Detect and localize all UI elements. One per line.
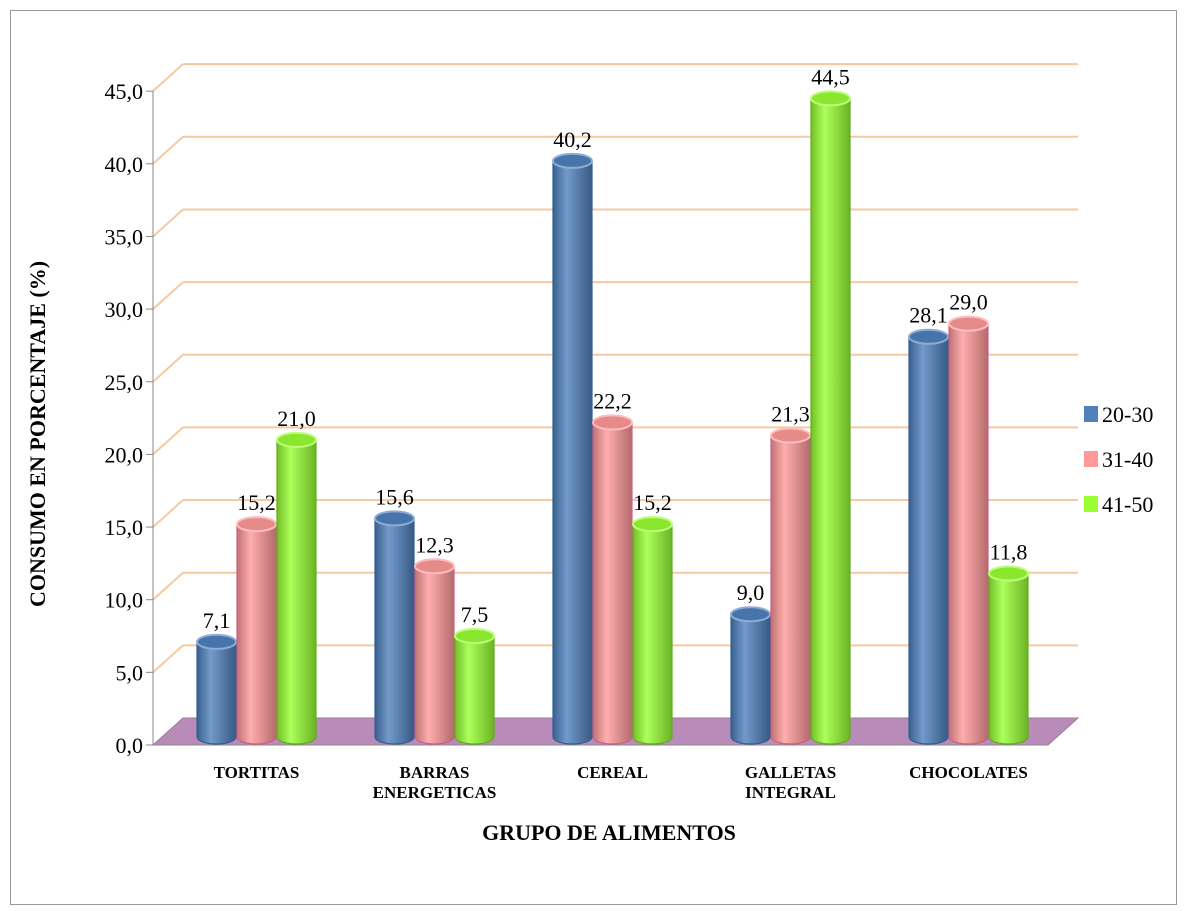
x-tick-label: GALLETAS INTEGRAL: [745, 763, 836, 802]
data-label: 21,3: [771, 402, 810, 427]
data-label: 11,8: [990, 540, 1028, 565]
bar-31-40-0: [236, 523, 277, 745]
bar-41-50-0: [276, 439, 317, 745]
bar-20-30-1: [374, 517, 415, 745]
gridline-depth: [152, 499, 184, 528]
bar-31-40-2: [592, 421, 633, 745]
data-label: 29,0: [949, 290, 988, 315]
bar-cap: [810, 90, 851, 107]
gridline-depth: [152, 354, 184, 383]
legend-swatch-31-40: [1084, 451, 1098, 467]
bar-cap: [454, 628, 495, 645]
bar-20-30-4: [908, 336, 949, 745]
x-tick-label: CEREAL: [577, 763, 648, 782]
y-tick-label: 30,0: [105, 297, 144, 322]
data-label: 22,2: [593, 388, 632, 413]
bar-cap: [632, 516, 673, 533]
data-label: 7,1: [203, 608, 231, 633]
bar-cap: [236, 516, 277, 533]
legend-swatch-41-50: [1084, 496, 1098, 512]
bar-cap: [908, 328, 949, 345]
bar-cap: [770, 427, 811, 444]
bar-41-50-3: [810, 97, 851, 745]
gridline-depth: [152, 136, 184, 165]
data-label: 40,2: [553, 127, 592, 152]
bar-20-30-0: [196, 641, 237, 745]
x-tick-label: BARRAS ENERGETICAS: [373, 763, 497, 802]
gridline-depth: [152, 281, 184, 310]
y-tick-label: 20,0: [105, 442, 144, 467]
bar-41-50-1: [454, 635, 495, 745]
y-tick-label: 10,0: [105, 588, 144, 613]
gridline-depth: [152, 644, 184, 674]
y-tick-label: 40,0: [105, 152, 144, 177]
bar-31-40-4: [948, 323, 989, 745]
x-tick-label: TORTITAS: [214, 763, 300, 782]
bar-cap: [414, 558, 455, 575]
data-label: 9,0: [737, 580, 765, 605]
bar-cap: [276, 431, 317, 448]
bar-cap: [552, 152, 593, 169]
data-label: 21,0: [277, 406, 316, 431]
gridline-depth: [152, 63, 184, 92]
legend-label: 20-30: [1102, 402, 1153, 427]
y-tick-label: 15,0: [105, 515, 144, 540]
y-tick-label: 25,0: [105, 370, 144, 395]
data-label: 15,2: [633, 490, 672, 515]
y-axis-title: CONSUMO EN PORCENTAJE (%): [25, 261, 50, 607]
bar-31-40-3: [770, 434, 811, 745]
bar-cap: [196, 633, 237, 650]
data-label: 15,2: [237, 490, 276, 515]
x-axis-title: GRUPO DE ALIMENTOS: [482, 820, 736, 845]
data-label: 44,5: [811, 64, 850, 89]
bar-20-30-2: [552, 160, 593, 745]
bar-cap: [592, 414, 633, 431]
legend-label: 31-40: [1102, 447, 1153, 472]
y-tick-label: 5,0: [116, 660, 144, 685]
bar-31-40-1: [414, 565, 455, 745]
x-tick-label: CHOCOLATES: [909, 763, 1028, 782]
data-label: 12,3: [415, 532, 454, 557]
data-label: 28,1: [909, 303, 948, 328]
bar-cap: [948, 315, 989, 332]
bar-20-30-3: [730, 613, 771, 745]
bar-cap: [730, 606, 771, 623]
data-label: 15,6: [375, 484, 414, 509]
bar-cap: [374, 510, 415, 527]
y-tick-label: 45,0: [105, 79, 144, 104]
gridline-depth: [152, 571, 184, 601]
y-tick-label: 0,0: [116, 733, 144, 758]
legend-label: 41-50: [1102, 492, 1153, 517]
bar-cap: [988, 565, 1029, 582]
gridline-depth: [152, 426, 184, 456]
y-tick-label: 35,0: [105, 224, 144, 249]
bar-41-50-4: [988, 572, 1029, 745]
gridline-depth: [152, 208, 184, 238]
data-label: 7,5: [461, 602, 489, 627]
legend-swatch-20-30: [1084, 406, 1098, 422]
bar-41-50-2: [632, 523, 673, 745]
